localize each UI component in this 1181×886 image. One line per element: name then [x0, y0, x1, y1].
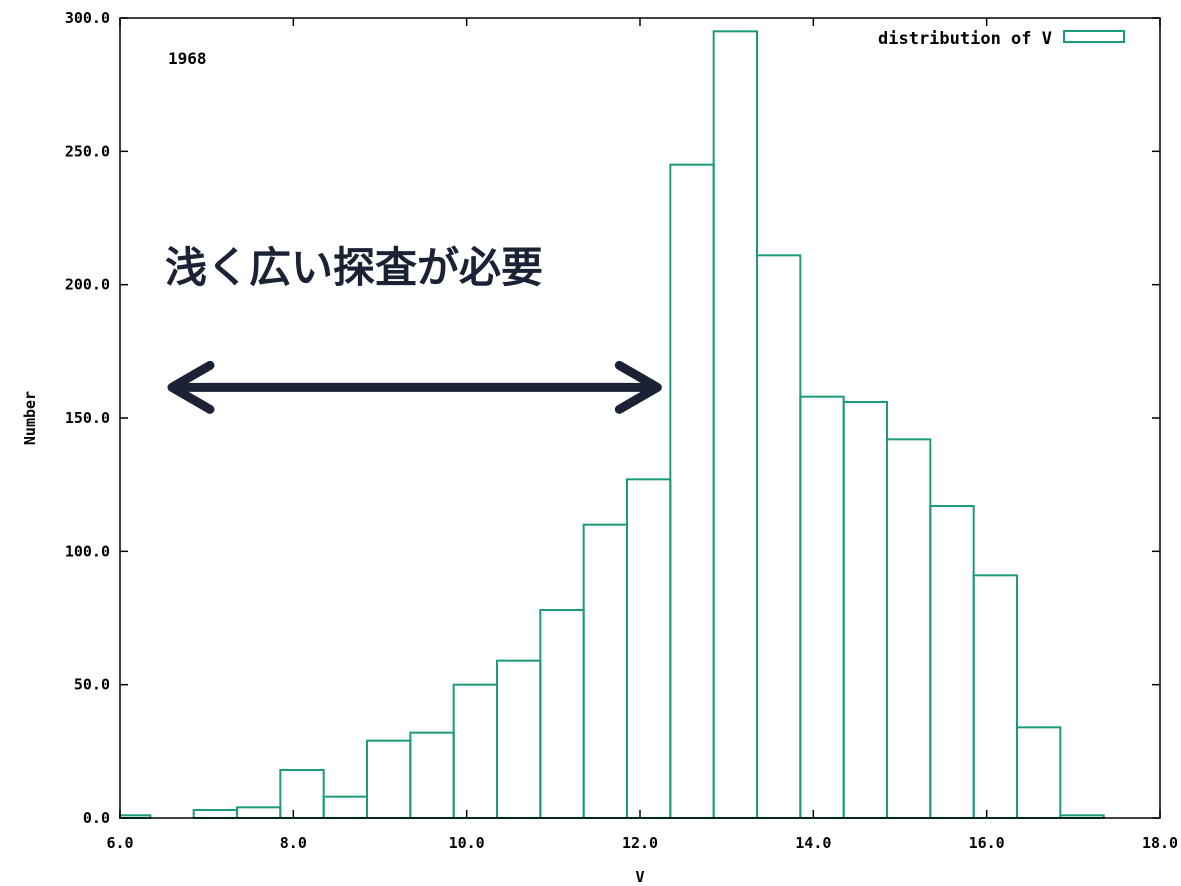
double-arrow-icon — [167, 360, 662, 414]
histogram-bar — [236, 806, 282, 819]
histogram-bar — [972, 574, 1019, 819]
histogram-bar — [712, 30, 759, 820]
ticks-layer: 6.0 8.0 10.0 12.0 14.0 16.0 18.0 0.0 50.0 100.0 15… — [65, 9, 1178, 852]
histogram-bar — [929, 505, 975, 819]
histogram-bar — [1016, 726, 1062, 819]
y-tick-label: 150.0 — [65, 409, 110, 427]
x-tick-label: 12.0 — [622, 834, 658, 852]
legend-swatch — [1063, 30, 1125, 43]
y-tick-label: 250.0 — [65, 142, 110, 160]
y-tick-label: 50.0 — [74, 676, 110, 694]
histogram-bar — [756, 254, 802, 820]
histogram-bar — [322, 795, 368, 820]
legend-label: distribution of V — [878, 29, 1052, 49]
histogram-bar — [582, 523, 629, 820]
y-axis-label: Number — [21, 391, 39, 445]
histogram-bar — [886, 438, 932, 819]
y-tick-label: 200.0 — [65, 276, 110, 294]
year-annotation: 1968 — [168, 49, 207, 68]
y-tick-label: 100.0 — [65, 542, 110, 560]
callout-annotation: 浅く広い探査が必要 — [165, 243, 543, 292]
legend: distribution of V — [878, 29, 1125, 49]
plot-frame — [119, 17, 1161, 819]
histogram-bar — [799, 395, 845, 819]
x-tick-label: 8.0 — [280, 834, 307, 852]
histogram-bar — [452, 683, 498, 820]
x-axis-label: V — [635, 868, 644, 886]
histogram-bar — [366, 739, 412, 820]
histogram-bar — [626, 478, 672, 819]
arrow-head-left — [167, 360, 215, 414]
y-tick-label: 0.0 — [83, 809, 110, 827]
histogram-bar — [539, 609, 585, 819]
histogram-bar — [842, 401, 889, 819]
histogram-bar — [409, 731, 455, 820]
y-tick-label: 300.0 — [65, 9, 110, 27]
x-tick-label: 14.0 — [795, 834, 831, 852]
arrow-head-right — [614, 360, 662, 414]
x-tick-label: 6.0 — [106, 834, 133, 852]
histogram-bar — [192, 809, 239, 819]
histogram-bar — [669, 163, 715, 819]
bars-layer — [119, 30, 1105, 820]
x-tick-label: 18.0 — [1142, 834, 1178, 852]
histogram-bar — [496, 659, 542, 820]
x-tick-label: 16.0 — [969, 834, 1005, 852]
x-tick-label: 10.0 — [449, 834, 485, 852]
histogram-bar — [279, 769, 325, 819]
